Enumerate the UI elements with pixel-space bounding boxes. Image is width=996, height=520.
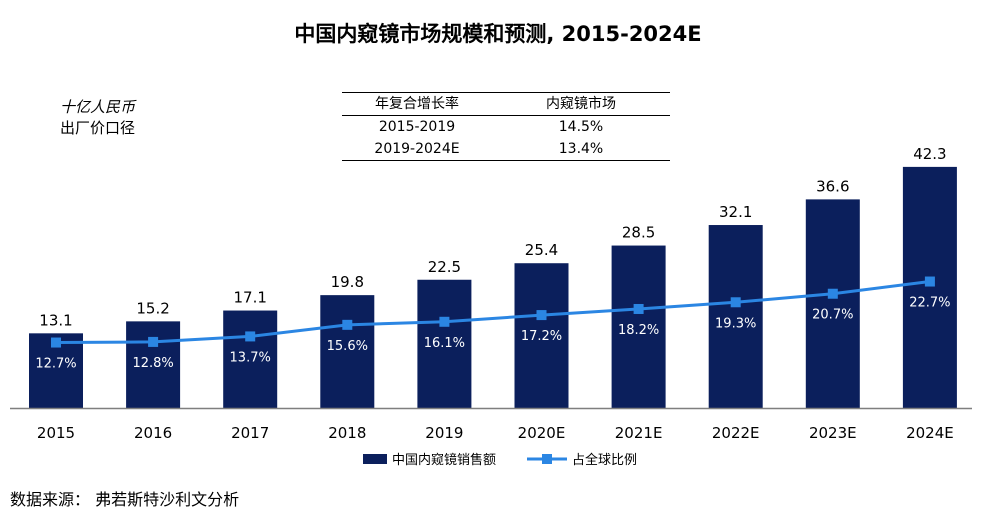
legend-line-label: 占全球比例 — [572, 452, 637, 468]
share-line — [55, 280, 931, 345]
bar-value-label: 25.4 — [525, 241, 558, 259]
chart-title: 中国内窥镜市场规模和预测, 2015-2024E — [294, 22, 702, 46]
bar-value-label: 17.1 — [233, 289, 266, 307]
cagr-header-period: 年复合增长率 — [375, 96, 459, 112]
legend-bar-label: 中国内窥镜销售额 — [392, 452, 496, 468]
x-tick-label: 2018 — [328, 424, 366, 442]
bar-value-label: 15.2 — [136, 299, 169, 317]
x-tick-label: 2021E — [615, 424, 663, 442]
bar-value-label: 13.1 — [39, 311, 72, 329]
unit-label: 十亿人民币 — [60, 98, 136, 116]
share-marker — [924, 276, 935, 287]
x-tick-label: 2019 — [425, 424, 463, 442]
bar — [611, 245, 666, 408]
x-tick-label: 2020E — [518, 424, 566, 442]
share-marker — [730, 297, 741, 308]
share-value-label: 20.7% — [812, 308, 853, 323]
cagr-row: 2019-2024E 13.4% — [342, 138, 670, 160]
share-value-label: 17.2% — [521, 329, 562, 344]
share-marker — [827, 288, 838, 299]
bar-value-label: 19.8 — [331, 273, 364, 291]
legend-bar-swatch — [363, 454, 387, 464]
cagr-period: 2019-2024E — [374, 141, 460, 157]
share-value-label: 12.7% — [35, 357, 76, 372]
price-basis-label: 出厂价口径 — [60, 119, 136, 137]
share-value-label: 19.3% — [715, 316, 756, 331]
x-tick-label: 2022E — [712, 424, 760, 442]
share-marker — [342, 319, 353, 330]
bar — [126, 321, 181, 408]
x-tick-label: 2024E — [906, 424, 954, 442]
share-marker — [51, 337, 61, 348]
cagr-period: 2015-2019 — [378, 119, 456, 135]
legend-line-marker — [542, 454, 552, 464]
bar-value-label: 32.1 — [719, 203, 752, 221]
cagr-value: 13.4% — [558, 141, 604, 157]
bar — [320, 295, 375, 408]
share-value-label: 22.7% — [909, 296, 950, 311]
bar-value-label: 28.5 — [622, 224, 655, 242]
cagr-header-market: 内窥镜市场 — [546, 96, 616, 112]
bar — [902, 166, 957, 408]
bar — [514, 263, 569, 408]
bar-value-label: 36.6 — [816, 177, 849, 195]
cagr-table: 年复合增长率 内窥镜市场 2015-2019 14.5% 2019-2024E … — [342, 92, 670, 161]
share-value-label: 18.2% — [618, 323, 659, 338]
bar — [223, 310, 278, 408]
share-value-label: 12.8% — [132, 356, 173, 371]
x-tick-label: 2017 — [231, 424, 269, 442]
x-tick-label: 2015 — [37, 424, 75, 442]
cagr-header-row: 年复合增长率 内窥镜市场 — [342, 93, 670, 116]
bar — [417, 279, 472, 408]
x-tick-label: 2016 — [134, 424, 172, 442]
cagr-row: 2015-2019 14.5% — [342, 116, 670, 138]
share-marker — [148, 336, 159, 347]
share-value-label: 13.7% — [230, 350, 271, 365]
bar — [805, 199, 860, 408]
cagr-value: 14.5% — [558, 119, 604, 135]
share-marker — [439, 316, 450, 327]
share-marker — [245, 331, 256, 342]
share-value-label: 15.6% — [327, 339, 368, 354]
source-note: 数据来源： 弗若斯特沙利文分析 — [10, 490, 240, 509]
x-tick-label: 2023E — [809, 424, 857, 442]
bar-value-label: 22.5 — [428, 258, 461, 276]
bar-value-label: 42.3 — [913, 145, 946, 163]
share-value-label: 16.1% — [424, 336, 465, 351]
bar — [708, 225, 763, 408]
share-marker — [633, 303, 644, 314]
share-marker — [536, 310, 547, 321]
